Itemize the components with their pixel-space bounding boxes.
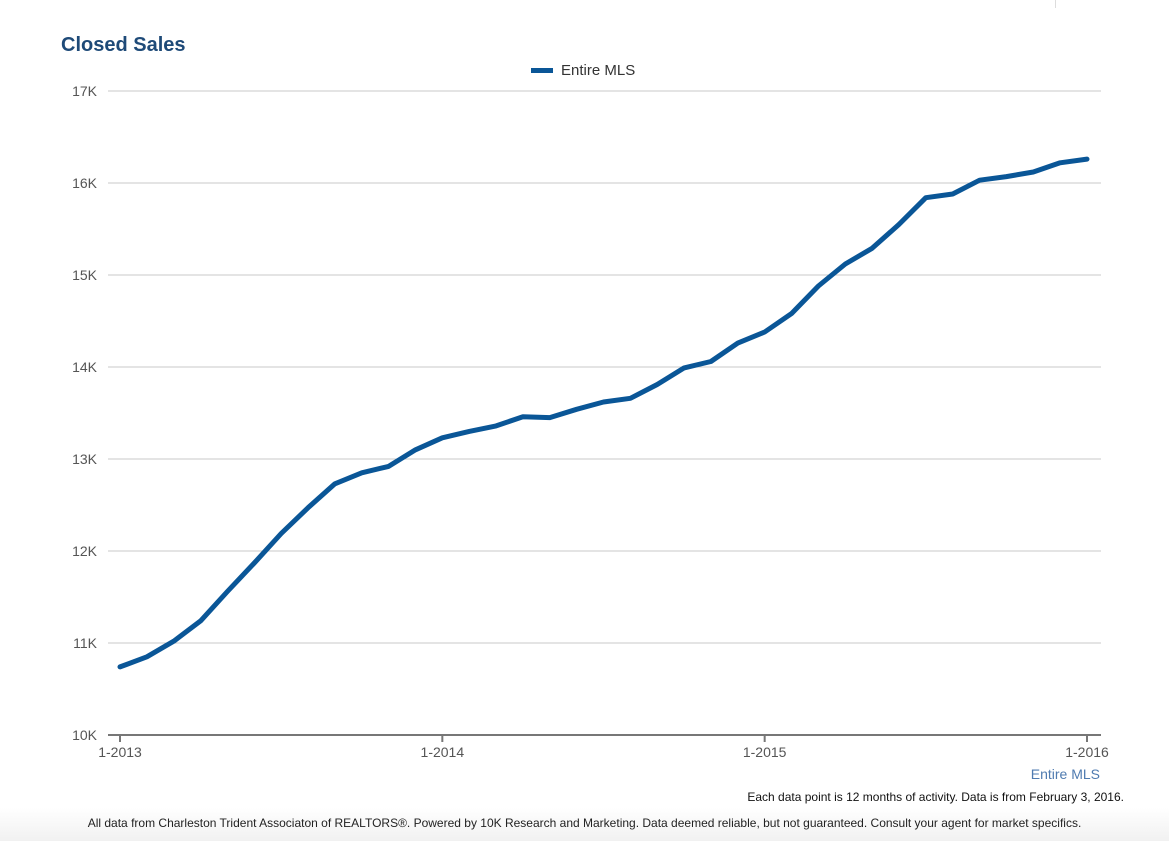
series-line xyxy=(117,156,1090,670)
data-note: Each data point is 12 months of activity… xyxy=(747,790,1124,804)
legend-swatch xyxy=(531,68,553,73)
x-axis: 1-2013 1-2014 1-2015 1-2016 xyxy=(98,734,1109,760)
y-tick-label: 14K xyxy=(72,359,98,375)
series-layer xyxy=(117,156,1090,670)
x-tick-label: 1-2013 xyxy=(98,744,142,760)
footer-disclaimer: All data from Charleston Trident Associa… xyxy=(87,816,1082,830)
x-axis-label: Entire MLS xyxy=(1031,766,1100,782)
x-tick-label: 1-2015 xyxy=(743,744,787,760)
corner-divider xyxy=(1055,0,1056,8)
y-tick-label: 13K xyxy=(72,451,98,467)
y-axis-ticks: 10K 11K 12K 13K 14K 15K 16K 17K xyxy=(72,83,98,743)
y-tick-label: 10K xyxy=(72,727,98,743)
y-tick-label: 15K xyxy=(72,267,98,283)
chart-title: Closed Sales xyxy=(61,34,186,56)
footer-band xyxy=(0,808,1169,841)
gridlines xyxy=(108,90,1101,644)
x-tick-label: 1-2014 xyxy=(421,744,465,760)
legend-label: Entire MLS xyxy=(561,62,636,79)
x-tick-label: 1-2016 xyxy=(1065,744,1109,760)
y-tick-label: 11K xyxy=(73,635,98,651)
y-tick-label: 12K xyxy=(72,543,98,559)
y-tick-label: 16K xyxy=(72,175,98,191)
legend[interactable]: Entire MLS xyxy=(531,62,635,79)
y-tick-label: 17K xyxy=(72,83,98,99)
